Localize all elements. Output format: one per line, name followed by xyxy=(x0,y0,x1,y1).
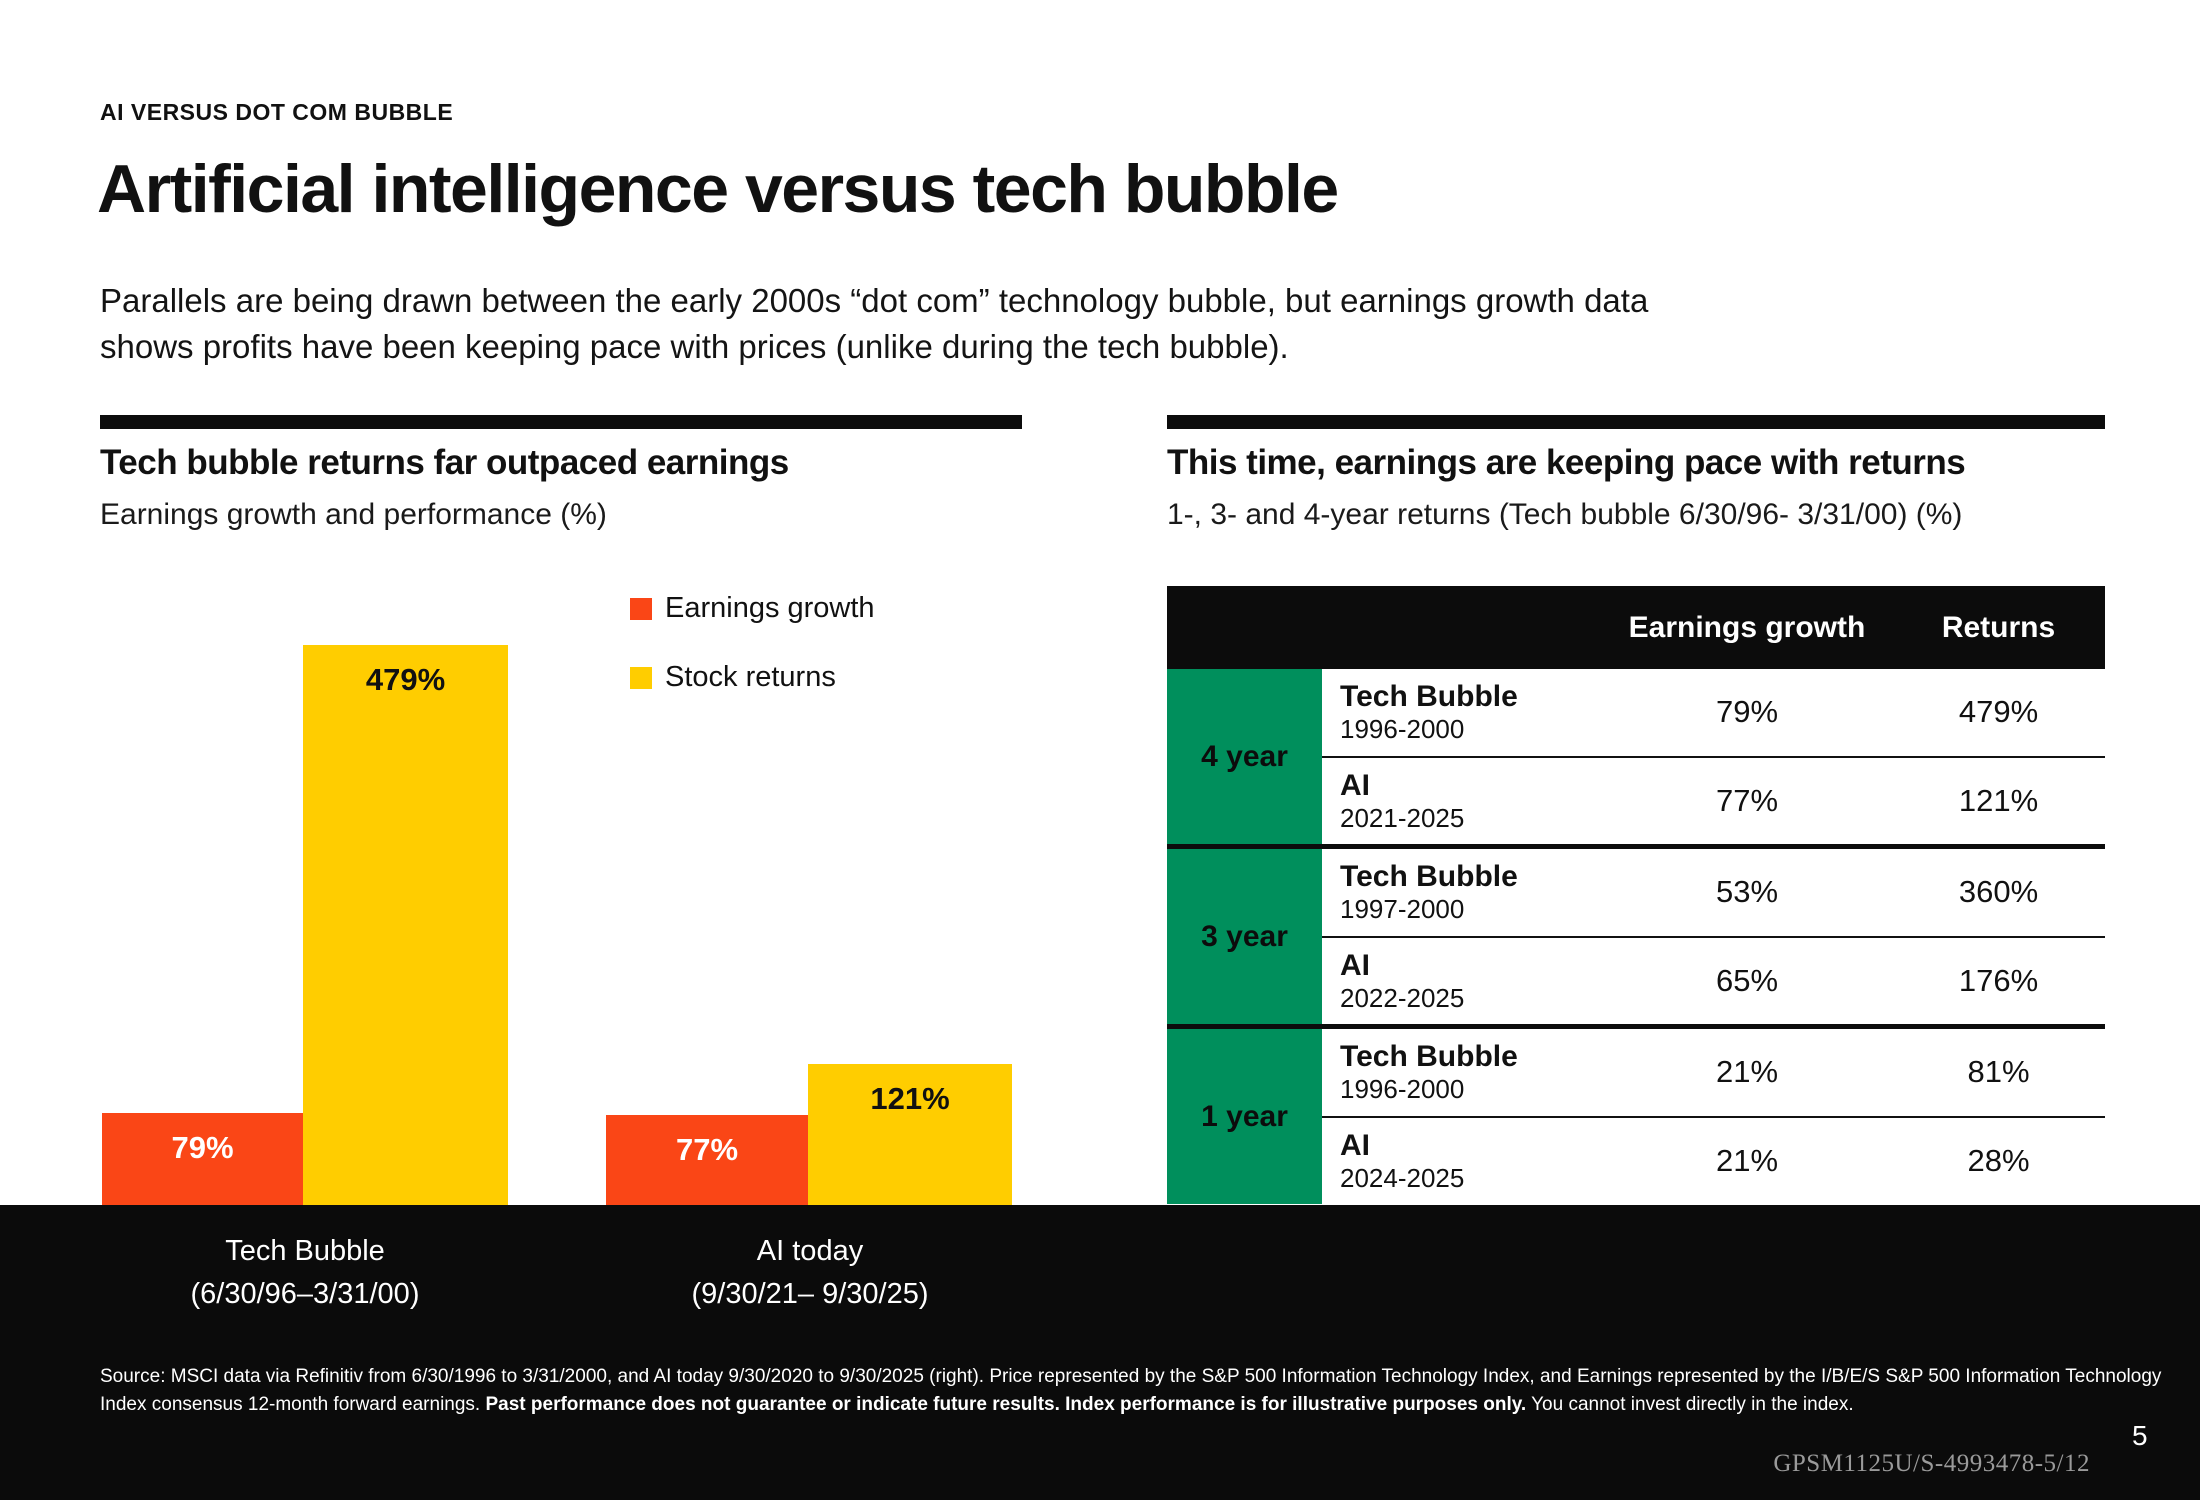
returns-value: 479% xyxy=(1958,694,2039,730)
row-period: 2024-2025 xyxy=(1340,1162,1465,1193)
returns-value: 360% xyxy=(1958,874,2039,910)
table-row: Tech Bubble 1996-2000 21% 81% xyxy=(1322,1029,2105,1116)
returns-value: 121% xyxy=(1958,782,2039,818)
source-text-line-1: Source: MSCI data via Refinitiv from 6/3… xyxy=(100,1366,2162,1387)
left-section-rule xyxy=(100,415,1022,429)
bar-value-label: 77% xyxy=(675,1132,739,1167)
bar-value-label: 79% xyxy=(171,1130,234,1165)
source-text-bold: Past performance does not guarantee or i… xyxy=(485,1394,1527,1415)
legend-item-earnings-growth: Earnings growth xyxy=(630,592,875,625)
returns-table: Earnings growth Returns 4 year Tech Bubb… xyxy=(1167,586,2105,1204)
group-rows: Tech Bubble 1996-2000 79% 479% AI 2021-2… xyxy=(1322,669,2105,844)
returns-value: 28% xyxy=(1967,1142,2030,1178)
bar-tech-bubble-stock-returns: 479% xyxy=(303,645,508,1205)
page-number: 5 xyxy=(2132,1420,2148,1451)
x-axis-label-tech-bubble: Tech Bubble (6/30/96–3/31/00) xyxy=(95,1230,515,1316)
group-rows: Tech Bubble 1996-2000 21% 81% AI 2024-20… xyxy=(1322,1029,2105,1204)
x-label-line: AI today xyxy=(756,1235,864,1267)
earnings-growth-value: 21% xyxy=(1715,1054,1779,1090)
row-name: AI xyxy=(1340,948,1370,982)
group-rows: Tech Bubble 1997-2000 53% 360% AI 2022-2… xyxy=(1322,849,2105,1024)
returns-value: 81% xyxy=(1967,1054,2030,1090)
group-label: 3 year xyxy=(1167,849,1322,1024)
bottom-black-band xyxy=(0,1205,2200,1500)
earnings-growth-value: 21% xyxy=(1715,1142,1779,1178)
row-period: 1997-2000 xyxy=(1340,894,1465,925)
row-name: Tech Bubble xyxy=(1340,1040,1518,1074)
row-name: Tech Bubble xyxy=(1340,680,1518,714)
row-name-cell: Tech Bubble 1997-2000 xyxy=(1322,860,1602,924)
x-label-line: Tech Bubble xyxy=(225,1235,385,1267)
right-section-rule xyxy=(1167,415,2105,429)
header-earnings-growth: Earnings growth xyxy=(1628,610,1866,644)
table-row: Tech Bubble 1996-2000 79% 479% xyxy=(1322,669,2105,756)
row-name-cell: Tech Bubble 1996-2000 xyxy=(1322,680,1602,744)
document-code: GPSM1125U/S-4993478-5/12 xyxy=(1773,1450,2090,1477)
earnings-growth-value: 65% xyxy=(1715,962,1779,998)
row-period: 1996-2000 xyxy=(1340,1074,1465,1105)
table-row: AI 2024-2025 21% 28% xyxy=(1322,1115,2105,1205)
intro-line-1: Parallels are being drawn between the ea… xyxy=(100,282,1649,319)
source-text-line-2: Index consensus 12-month forward earning… xyxy=(100,1394,1854,1416)
source-text-pre: Index consensus 12-month forward earning… xyxy=(100,1394,486,1415)
bar-tech-bubble-earnings-growth: 79% xyxy=(102,1113,303,1205)
bar-ai-today-earnings-growth: 77% xyxy=(606,1115,808,1205)
page-title: Artificial intelligence versus tech bubb… xyxy=(97,151,1339,227)
bar-ai-today-stock-returns: 121% xyxy=(808,1064,1012,1205)
bar-chart: 79% 479% 77% 121% xyxy=(100,645,1022,1205)
stock-returns-swatch-icon xyxy=(630,666,652,689)
eyebrow-label: AI VERSUS DOT COM BUBBLE xyxy=(100,99,454,125)
table-row: AI 2021-2025 77% 121% xyxy=(1322,755,2105,845)
legend-label: Earnings growth xyxy=(665,592,875,624)
returns-value: 176% xyxy=(1958,962,2039,998)
table-group-1-year: 1 year Tech Bubble 1996-2000 21% 81% AI … xyxy=(1167,1024,2105,1204)
table-group-3-year: 3 year Tech Bubble 1997-2000 53% 360% AI… xyxy=(1167,844,2105,1024)
row-period: 1996-2000 xyxy=(1340,714,1465,745)
row-name-cell: AI 2021-2025 xyxy=(1322,769,1602,833)
row-period: 2021-2025 xyxy=(1340,802,1465,833)
earnings-growth-value: 79% xyxy=(1715,694,1779,730)
table-header-row: Earnings growth Returns xyxy=(1167,586,2105,669)
source-text-post: You cannot invest directly in the index. xyxy=(1526,1394,1854,1415)
x-axis-label-ai-today: AI today (9/30/21– 9/30/25) xyxy=(600,1230,1020,1316)
x-label-line: (9/30/21– 9/30/25) xyxy=(691,1278,929,1310)
header-returns: Returns xyxy=(1941,610,2056,644)
bar-value-label: 479% xyxy=(365,662,446,697)
intro-line-2: shows profits have been keeping pace wit… xyxy=(100,328,1289,365)
row-name: AI xyxy=(1340,1128,1370,1162)
intro-paragraph: Parallels are being drawn between the ea… xyxy=(100,278,1648,370)
legend-item-stock-returns: Stock returns xyxy=(630,661,875,694)
group-label: 4 year xyxy=(1167,669,1322,844)
earnings-growth-swatch-icon xyxy=(630,597,652,620)
row-name: AI xyxy=(1340,768,1370,802)
earnings-growth-value: 77% xyxy=(1715,782,1779,818)
table-row: Tech Bubble 1997-2000 53% 360% xyxy=(1322,849,2105,936)
group-label: 1 year xyxy=(1167,1029,1322,1204)
right-section-subheading: 1-, 3- and 4-year returns (Tech bubble 6… xyxy=(1167,498,1963,531)
earnings-growth-value: 53% xyxy=(1715,874,1779,910)
table-row: AI 2022-2025 65% 176% xyxy=(1322,935,2105,1025)
row-name-cell: AI 2024-2025 xyxy=(1322,1129,1602,1193)
table-group-4-year: 4 year Tech Bubble 1996-2000 79% 479% AI… xyxy=(1167,669,2105,844)
chart-legend: Earnings growth Stock returns xyxy=(630,592,875,730)
row-name: Tech Bubble xyxy=(1340,860,1518,894)
row-name-cell: AI 2022-2025 xyxy=(1322,949,1602,1013)
legend-label: Stock returns xyxy=(665,661,836,693)
left-section-subheading: Earnings growth and performance (%) xyxy=(100,498,607,531)
bar-value-label: 121% xyxy=(870,1081,950,1116)
right-section-heading: This time, earnings are keeping pace wit… xyxy=(1167,443,1966,482)
row-period: 2022-2025 xyxy=(1340,982,1465,1013)
x-label-line: (6/30/96–3/31/00) xyxy=(190,1278,420,1310)
row-name-cell: Tech Bubble 1996-2000 xyxy=(1322,1040,1602,1104)
left-section-heading: Tech bubble returns far outpaced earning… xyxy=(100,443,789,482)
